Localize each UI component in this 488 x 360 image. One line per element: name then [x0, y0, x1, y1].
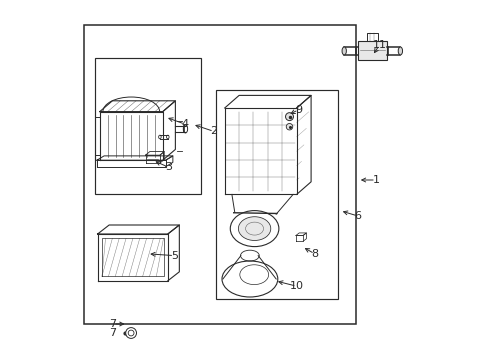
- Ellipse shape: [125, 328, 136, 338]
- Text: 5: 5: [170, 251, 178, 261]
- Text: 2: 2: [210, 126, 217, 136]
- Text: 3: 3: [165, 162, 172, 172]
- Text: 11: 11: [372, 40, 386, 50]
- Text: 8: 8: [310, 249, 318, 259]
- Text: 7: 7: [109, 319, 117, 329]
- Text: 1: 1: [372, 175, 379, 185]
- Text: 10: 10: [289, 281, 303, 291]
- Bar: [215, 90, 337, 299]
- Ellipse shape: [342, 47, 346, 55]
- Text: 6: 6: [354, 211, 361, 221]
- Ellipse shape: [397, 47, 402, 55]
- Text: 7: 7: [109, 328, 117, 338]
- Bar: [95, 58, 201, 194]
- Ellipse shape: [222, 261, 277, 297]
- Bar: [357, 41, 386, 60]
- Text: 4: 4: [181, 119, 188, 129]
- Bar: [84, 25, 355, 324]
- Ellipse shape: [230, 211, 278, 247]
- Ellipse shape: [285, 123, 292, 130]
- Ellipse shape: [285, 113, 293, 121]
- Text: 9: 9: [294, 105, 302, 115]
- Ellipse shape: [238, 217, 270, 240]
